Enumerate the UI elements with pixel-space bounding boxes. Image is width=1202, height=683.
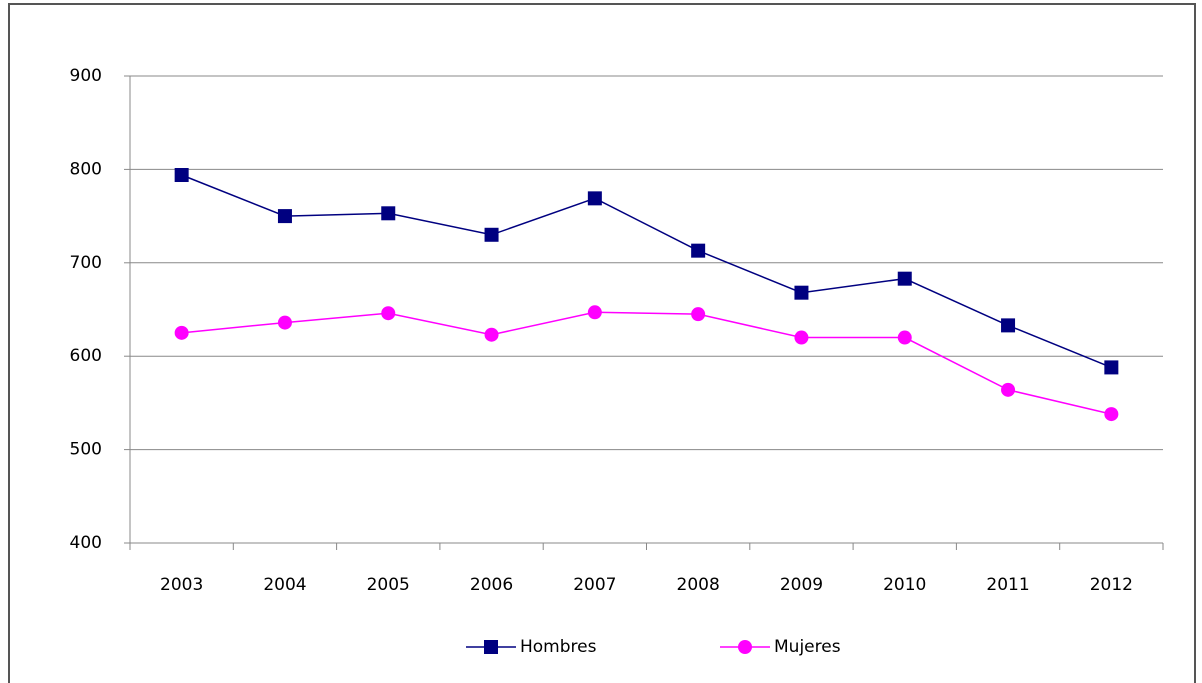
x-tick-label: 2010 xyxy=(883,575,926,595)
x-tick-label: 2004 xyxy=(263,575,306,595)
x-tick-label: 2011 xyxy=(986,575,1029,595)
legend-label: Mujeres xyxy=(774,637,841,657)
point xyxy=(174,325,189,340)
y-tick-label: 800 xyxy=(70,159,102,179)
legend-label: Hombres xyxy=(520,637,597,657)
point xyxy=(897,271,912,286)
point xyxy=(897,330,912,345)
y-tick-label: 500 xyxy=(70,440,102,460)
point xyxy=(277,209,292,224)
point xyxy=(1104,407,1119,422)
series-line xyxy=(181,311,1112,415)
y-tick-label: 900 xyxy=(70,66,102,86)
y-tick-label: 400 xyxy=(70,533,102,553)
point xyxy=(691,307,706,322)
point xyxy=(1104,360,1119,375)
x-tick-label: 2006 xyxy=(470,575,513,595)
legend-marker xyxy=(738,640,752,654)
x-tick-label: 2012 xyxy=(1090,575,1133,595)
x-tick-label: 2005 xyxy=(367,575,410,595)
legend-marker xyxy=(484,640,498,654)
y-tick-label: 600 xyxy=(70,346,102,366)
chart-border xyxy=(8,3,1196,683)
point xyxy=(381,306,396,321)
x-tick-label: 2003 xyxy=(160,575,203,595)
point xyxy=(484,227,499,242)
point xyxy=(1001,382,1016,397)
x-tick-label: 2007 xyxy=(573,575,616,595)
point xyxy=(381,206,396,221)
point xyxy=(484,327,499,342)
point xyxy=(1001,318,1016,333)
x-tick-label: 2008 xyxy=(677,575,720,595)
point xyxy=(277,315,292,330)
point xyxy=(794,285,809,300)
y-tick-label: 700 xyxy=(70,253,102,273)
x-tick-label: 2009 xyxy=(780,575,823,595)
point xyxy=(691,243,706,258)
point xyxy=(794,330,809,345)
point xyxy=(587,191,602,206)
point xyxy=(587,305,602,320)
point xyxy=(174,168,189,183)
series-line xyxy=(181,174,1112,369)
